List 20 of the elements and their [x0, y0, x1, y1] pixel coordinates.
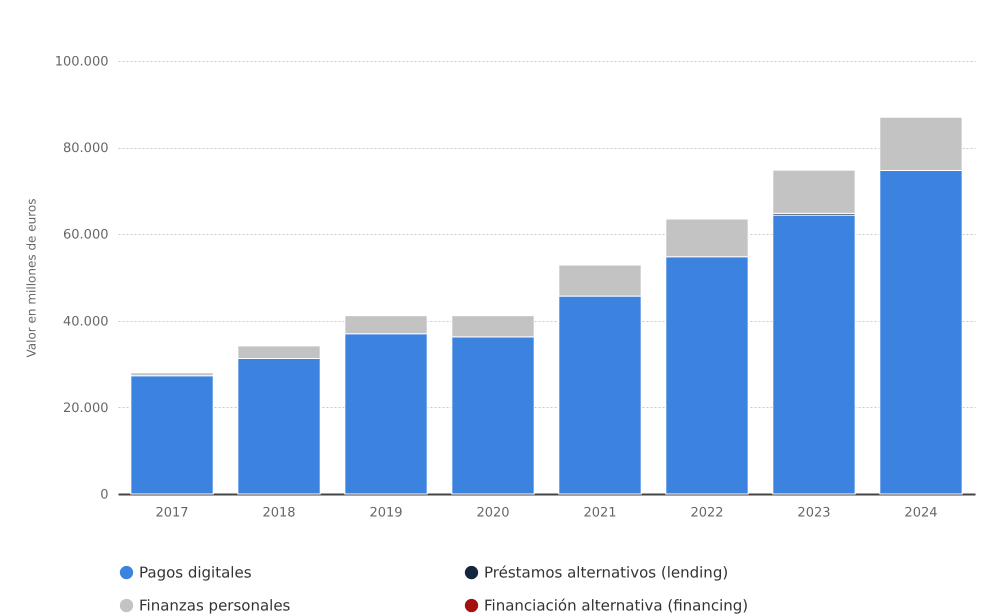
x-tick-label: 2017	[155, 506, 189, 520]
x-tick-label: 2021	[583, 506, 617, 520]
x-tick-label: 2019	[369, 506, 403, 520]
y-tick-label: 0	[100, 488, 108, 502]
bar	[130, 375, 214, 494]
x-tick-label: 2024	[904, 506, 938, 520]
y-tick-label: 100.000	[54, 54, 108, 70]
y-tick-label: 80.000	[63, 141, 108, 156]
y-tick-label: 60.000	[63, 228, 108, 243]
y-tick-label: 20.000	[63, 400, 108, 416]
legend-label: Préstamos alternativos (lending)	[484, 564, 728, 582]
legend-label: Pagos digitales	[139, 564, 252, 582]
x-tick-label: 2023	[797, 506, 831, 520]
legend-label: Financiación alternativa (financing)	[484, 596, 748, 614]
y-axis-title: Valor en millones de euros	[24, 198, 39, 358]
x-tick-label: 2018	[262, 506, 296, 520]
x-tick-label: 2020	[476, 506, 510, 520]
x-tick-label: 2022	[690, 506, 724, 520]
legend-label: Finanzas personales	[139, 596, 291, 614]
y-tick-label: 40.000	[63, 314, 108, 330]
